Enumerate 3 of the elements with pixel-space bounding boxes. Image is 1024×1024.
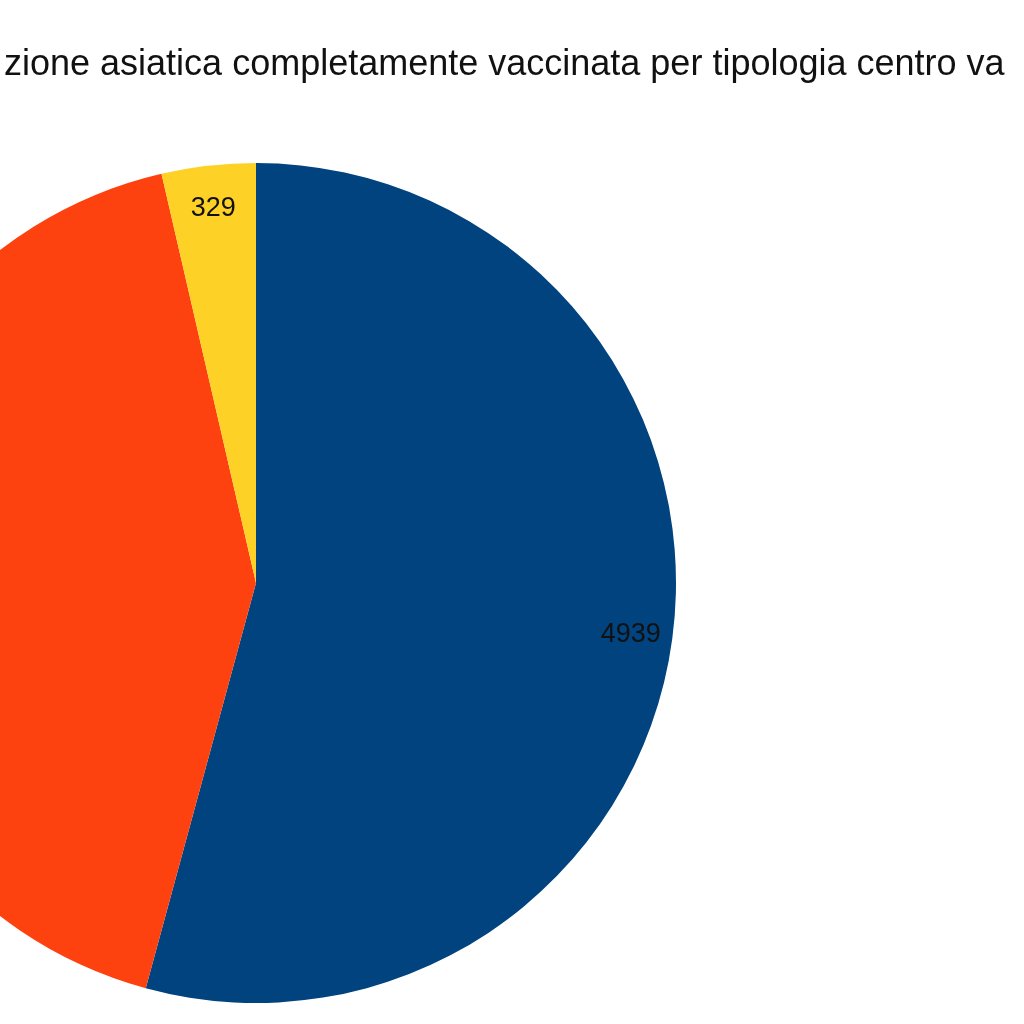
chart-title: zione asiatica completamente vaccinata per tipologia centro va — [4, 42, 1006, 83]
data-label: 329 — [190, 192, 236, 223]
data-label: 4939 — [600, 618, 661, 649]
